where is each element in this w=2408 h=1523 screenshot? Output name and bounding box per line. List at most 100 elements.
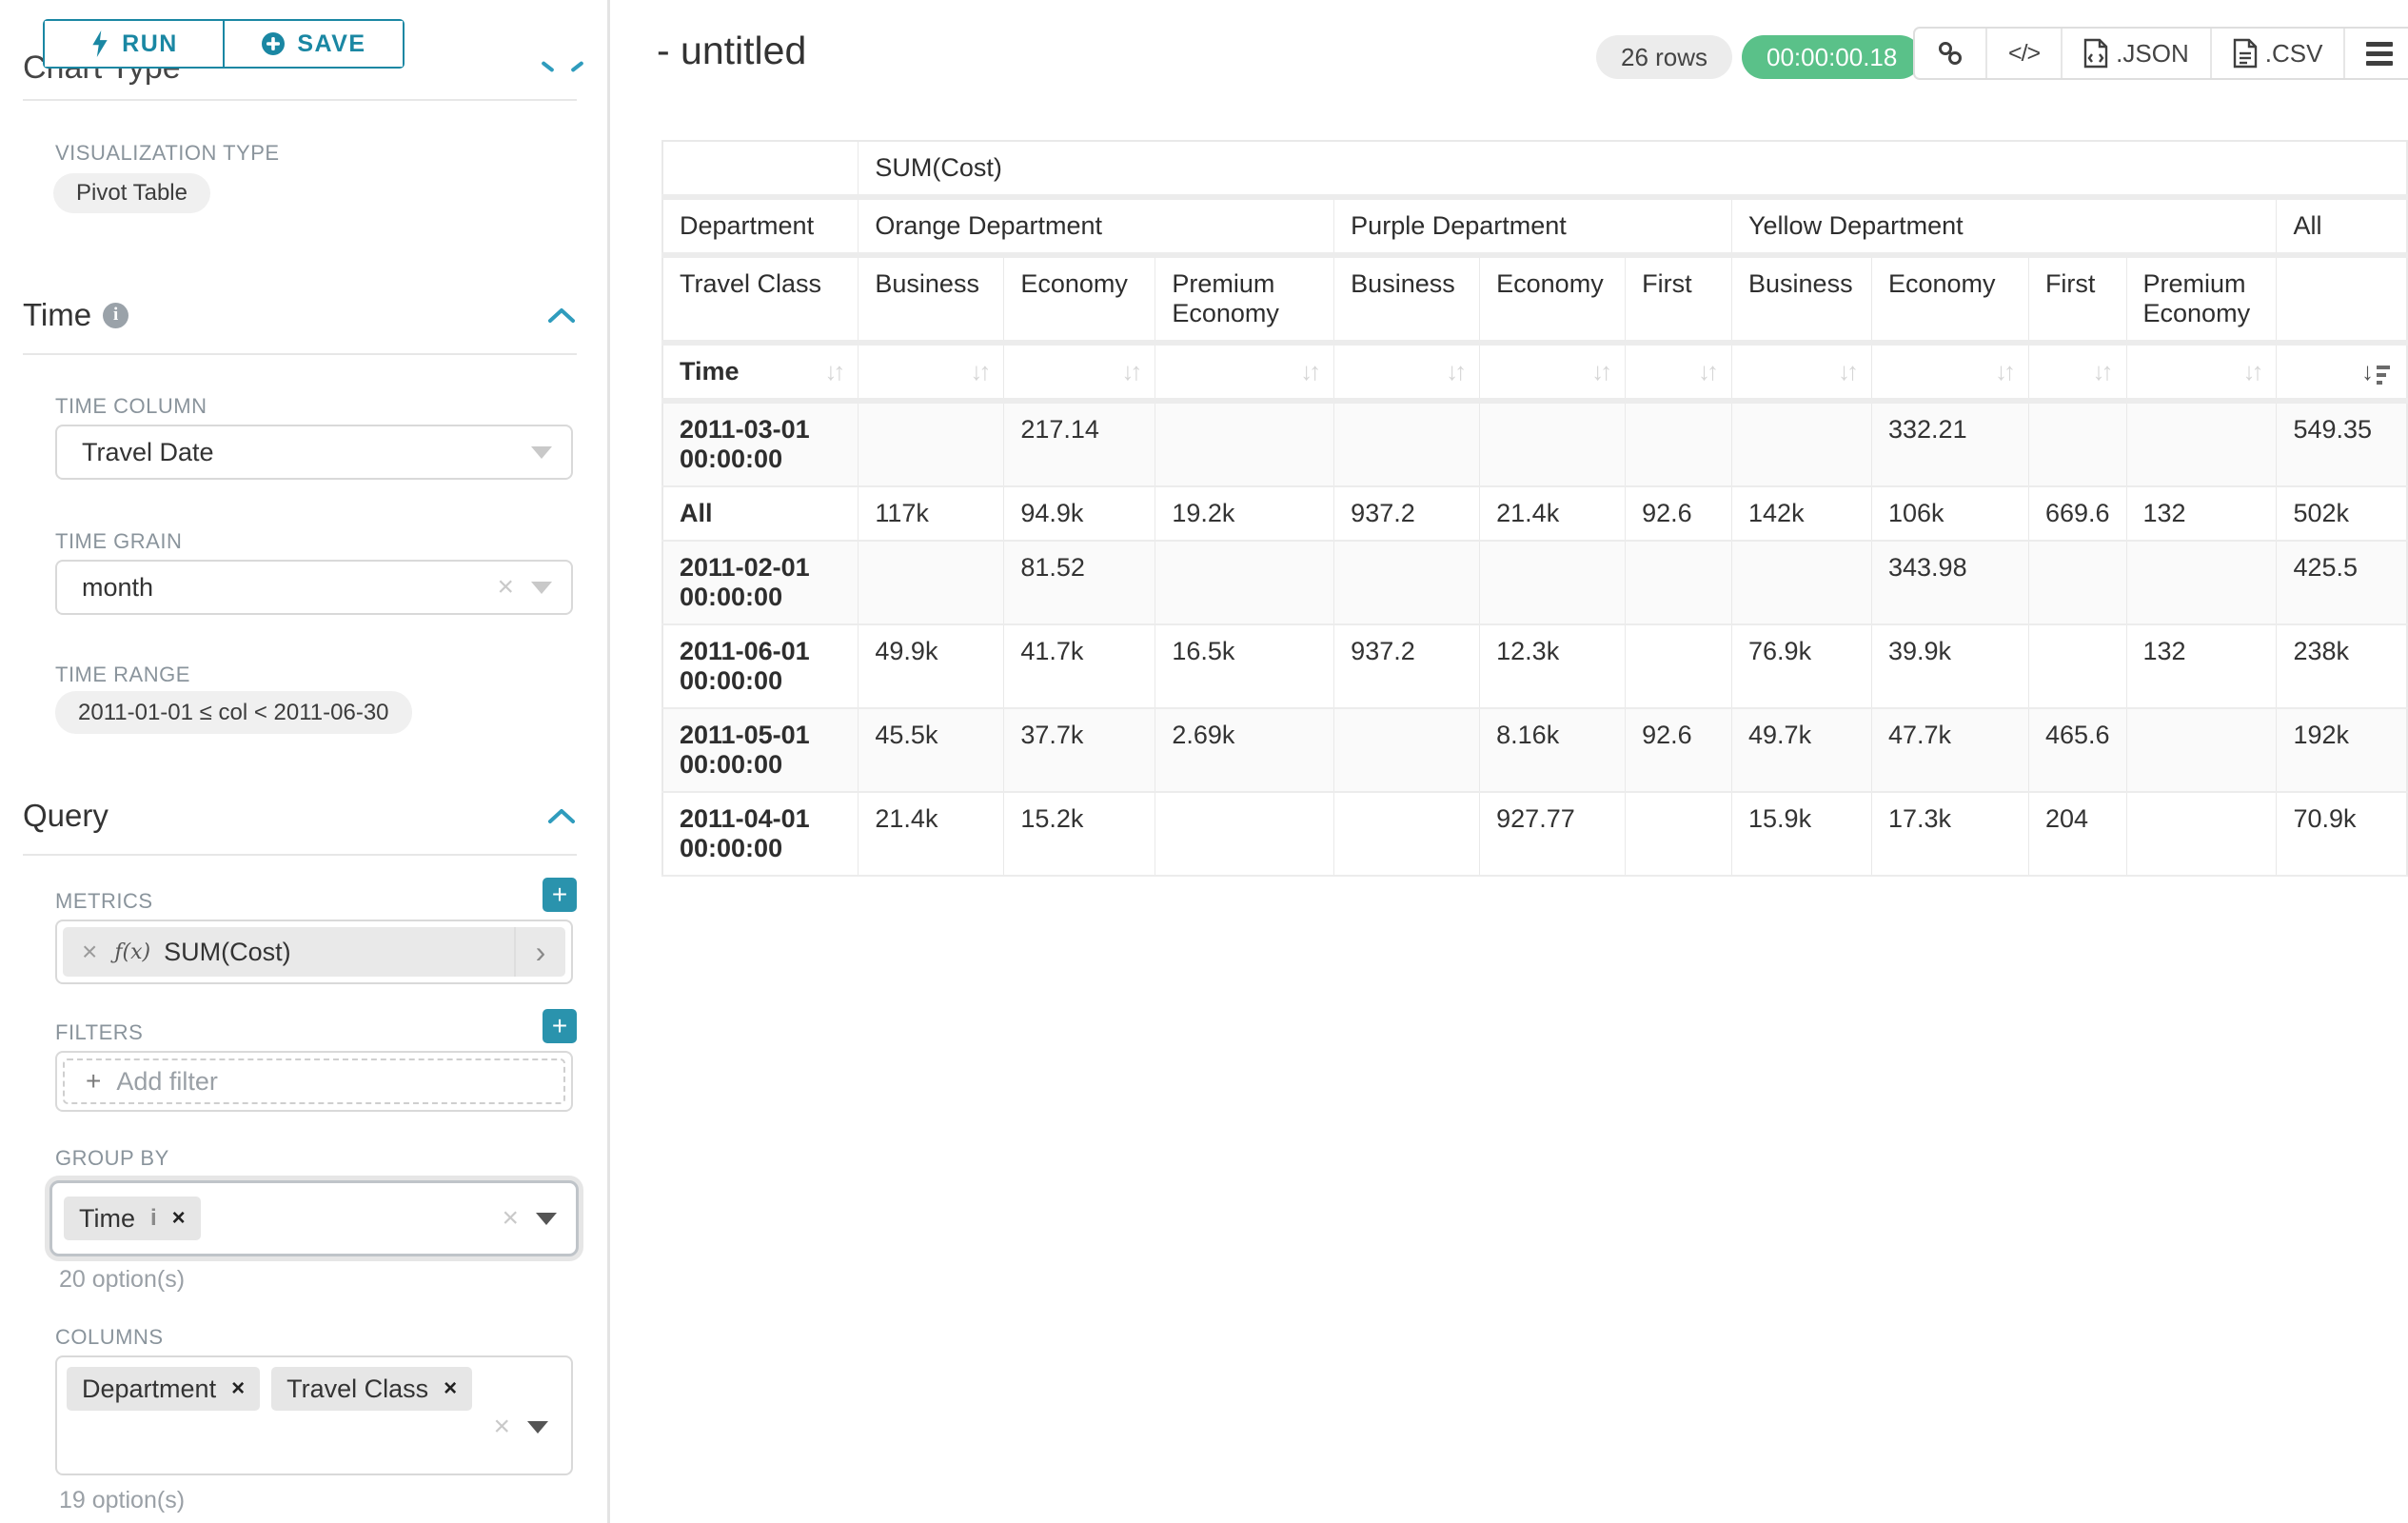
metrics-box: × ƒ(x) SUM(Cost) › — [55, 920, 573, 984]
pivot-value-cell: 106k — [1872, 486, 2029, 541]
pivot-row-dimension-label[interactable]: Time↓↑ — [662, 343, 859, 401]
pivot-value-cell — [1626, 624, 1732, 708]
sort-column-header[interactable]: ↓↑ — [1155, 343, 1334, 401]
sort-icon[interactable]: ↓↑ — [2093, 357, 2110, 386]
pivot-value-cell — [1626, 401, 1732, 486]
sort-column-header[interactable]: ↓↑ — [1004, 343, 1155, 401]
time-grain-select[interactable]: month × — [55, 560, 573, 615]
sort-column-header[interactable]: ↓↑ — [2126, 343, 2277, 401]
sort-column-header[interactable]: ↓↑ — [1480, 343, 1626, 401]
save-button[interactable]: SAVE — [223, 21, 403, 67]
query-section-title: Query — [23, 798, 109, 834]
pivot-value-cell — [1334, 541, 1480, 624]
group-by-select[interactable]: Timei × × — [49, 1180, 579, 1256]
group-by-tag[interactable]: Timei × — [64, 1197, 201, 1240]
chevron-up-icon[interactable] — [546, 306, 577, 325]
sort-icon[interactable]: ↓↑ — [1995, 357, 2012, 386]
export-csv-button[interactable]: .CSV — [2210, 29, 2344, 78]
pivot-value-cell — [1155, 541, 1334, 624]
columns-tag[interactable]: Department× — [67, 1367, 260, 1411]
sort-column-header[interactable]: ↓↑ — [1732, 343, 1872, 401]
link-icon — [1936, 39, 1964, 68]
pivot-value-cell: 8.16k — [1480, 708, 1626, 792]
sort-icon[interactable]: ↓↑ — [1591, 357, 1609, 386]
columns-tag[interactable]: Travel Class × — [271, 1367, 472, 1411]
plus-circle-icon — [261, 31, 286, 56]
metric-pill[interactable]: × ƒ(x) SUM(Cost) › — [63, 927, 565, 977]
metrics-label: METRICS — [55, 889, 153, 914]
sort-column-header[interactable]: ↓↑ — [1626, 343, 1732, 401]
add-filter-button[interactable]: + Add filter — [63, 1058, 565, 1104]
pivot-subcolumn-header: Economy — [1480, 255, 1626, 343]
sort-column-header[interactable]: ↓↑ — [1872, 343, 2029, 401]
run-button[interactable]: RUN — [45, 21, 223, 67]
remove-tag-icon[interactable]: × — [231, 1375, 245, 1402]
sort-icon[interactable]: ↓↑ — [1698, 357, 1715, 386]
chart-title[interactable]: - untitled — [657, 29, 806, 73]
chevron-right-icon[interactable]: › — [514, 927, 565, 977]
sort-icon[interactable]: ↓↑ — [970, 357, 987, 386]
sort-icon[interactable]: ↓↑ — [1446, 357, 1463, 386]
clear-icon[interactable]: × — [502, 1202, 519, 1235]
bolt-icon — [89, 30, 110, 57]
pivot-value-cell: 49.9k — [859, 624, 1004, 708]
table-row: All117k94.9k19.2k937.221.4k92.6142k106k6… — [662, 486, 2407, 541]
sort-descending-active-icon[interactable]: ↓ — [2361, 357, 2390, 386]
pivot-value-cell — [1155, 401, 1334, 486]
copy-link-button[interactable] — [1915, 29, 1985, 78]
function-icon: ƒ(x) — [114, 940, 150, 964]
info-icon[interactable]: i — [103, 303, 128, 328]
pivot-value-cell: 45.5k — [859, 708, 1004, 792]
remove-tag-icon[interactable]: × — [172, 1205, 186, 1232]
sort-icon[interactable]: ↓↑ — [1838, 357, 1855, 386]
pivot-value-cell — [1626, 541, 1732, 624]
pivot-value-cell — [2126, 792, 2277, 876]
export-json-button[interactable]: .JSON — [2061, 29, 2210, 78]
tag-label: Travel Class — [286, 1375, 428, 1404]
embed-code-button[interactable]: </> — [1985, 29, 2061, 78]
sort-icon[interactable]: ↓↑ — [1121, 357, 1138, 386]
sort-column-header[interactable]: ↓↑ — [859, 343, 1004, 401]
pivot-value-cell: 41.7k — [1004, 624, 1155, 708]
sort-column-header[interactable]: ↓ — [2277, 343, 2407, 401]
pivot-value-cell: 16.5k — [1155, 624, 1334, 708]
remove-metric-icon[interactable]: × — [63, 937, 114, 967]
clear-icon[interactable]: × — [493, 1411, 510, 1443]
pivot-value-cell: 12.3k — [1480, 624, 1626, 708]
pivot-row-label: 2011-03-01 00:00:00 — [662, 401, 859, 486]
pivot-value-cell: 70.9k — [2277, 792, 2407, 876]
tag-label: Time — [79, 1204, 135, 1234]
table-row: 2011-04-01 00:00:0021.4k15.2k927.7715.9k… — [662, 792, 2407, 876]
table-row: 2011-05-01 00:00:0045.5k37.7k2.69k8.16k9… — [662, 708, 2407, 792]
pivot-value-cell: 15.9k — [1732, 792, 1872, 876]
sort-column-header[interactable]: ↓↑ — [1334, 343, 1480, 401]
columns-select[interactable]: Department× Travel Class × × — [55, 1355, 573, 1475]
info-icon[interactable]: i — [150, 1205, 157, 1232]
pivot-value-cell: 927.77 — [1480, 792, 1626, 876]
viz-type-pill[interactable]: Pivot Table — [53, 173, 210, 213]
remove-tag-icon[interactable]: × — [444, 1375, 457, 1402]
chevron-up-icon[interactable] — [541, 59, 584, 74]
sort-icon[interactable]: ↓↑ — [824, 357, 841, 386]
menu-icon — [2366, 42, 2393, 66]
sort-icon[interactable]: ↓↑ — [1300, 357, 1317, 386]
pivot-value-cell — [1334, 401, 1480, 486]
pivot-row-label: All — [662, 486, 859, 541]
time-column-select[interactable]: Travel Date — [55, 425, 573, 480]
filters-label: FILTERS — [55, 1020, 143, 1045]
add-metric-button[interactable]: + — [543, 878, 577, 912]
add-filter-plus-button[interactable]: + — [543, 1009, 577, 1043]
pivot-value-cell: 332.21 — [1872, 401, 2029, 486]
pivot-value-cell: 39.9k — [1872, 624, 2029, 708]
filters-box: + Add filter — [55, 1051, 573, 1112]
chevron-up-icon[interactable] — [546, 806, 577, 825]
more-options-button[interactable] — [2343, 29, 2408, 78]
pivot-column-dimension-label: Department — [662, 197, 859, 255]
pivot-row-label: 2011-04-01 00:00:00 — [662, 792, 859, 876]
pivot-value-cell: 117k — [859, 486, 1004, 541]
time-range-pill[interactable]: 2011-01-01 ≤ col < 2011-06-30 — [55, 691, 412, 734]
pivot-subcolumn-dimension-label: Travel Class — [662, 255, 859, 343]
clear-icon[interactable]: × — [497, 571, 514, 603]
sort-icon[interactable]: ↓↑ — [2242, 357, 2260, 386]
sort-column-header[interactable]: ↓↑ — [2028, 343, 2126, 401]
